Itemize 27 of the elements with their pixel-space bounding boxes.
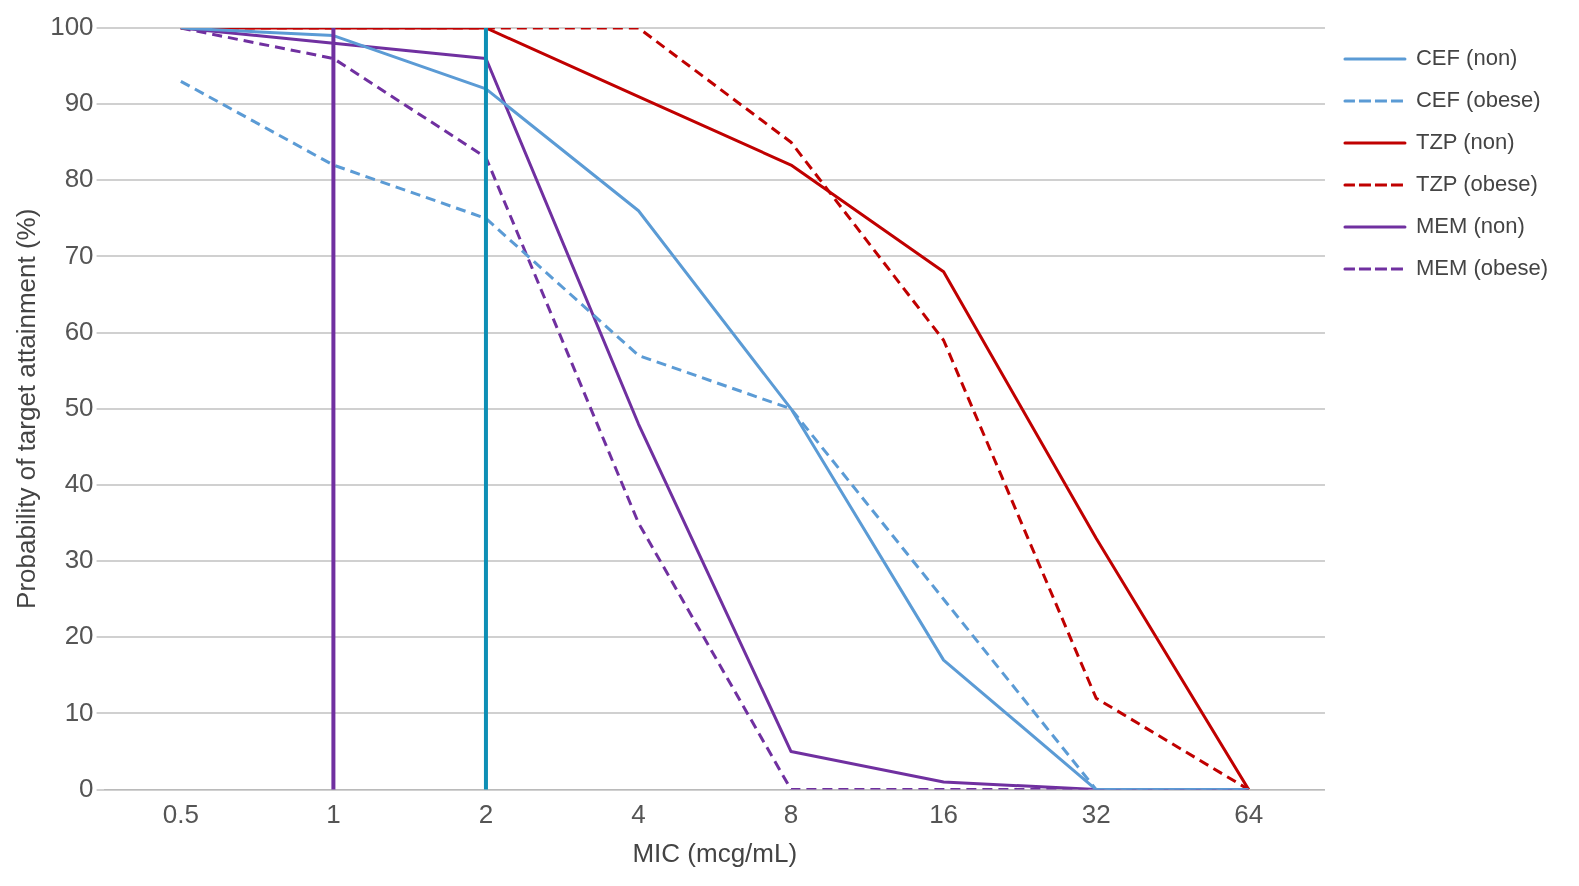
y-tick-label: 50 xyxy=(64,391,94,422)
y-tick-label: 100 xyxy=(50,11,94,42)
x-tick-label: 4 xyxy=(631,799,646,830)
legend-label: TZP (obese) xyxy=(1415,171,1538,197)
y-axis-title: Probability of target attainment (%) xyxy=(10,208,41,609)
legend-label: TZP (non) xyxy=(1415,129,1515,155)
y-tick-label: 30 xyxy=(64,544,94,575)
legend-label: CEF (obese) xyxy=(1415,87,1541,113)
x-tick-label: 2 xyxy=(478,799,494,830)
y-tick-label: 70 xyxy=(64,239,94,270)
x-tick-label: 8 xyxy=(783,799,799,830)
y-tick-label: 40 xyxy=(64,468,94,499)
legend-label: CEF (non) xyxy=(1415,45,1518,71)
x-tick-label: 0.5 xyxy=(162,799,199,830)
y-tick-label: 60 xyxy=(64,315,94,346)
y-tick-label: 80 xyxy=(64,163,94,194)
y-tick-label: 20 xyxy=(64,620,94,651)
x-tick-label: 32 xyxy=(1081,799,1111,830)
x-tick-label: 64 xyxy=(1234,799,1264,830)
x-tick-label: 1 xyxy=(326,799,341,830)
legend-label: MEM (obese) xyxy=(1415,255,1549,281)
legend-label: MEM (non) xyxy=(1415,213,1525,239)
x-tick-label: 16 xyxy=(929,799,959,830)
y-tick-label: 10 xyxy=(64,696,94,727)
y-tick-label: 90 xyxy=(64,87,94,118)
y-tick-label: 0 xyxy=(79,772,94,803)
x-axis-title: MIC (mcg/mL) xyxy=(632,837,798,868)
